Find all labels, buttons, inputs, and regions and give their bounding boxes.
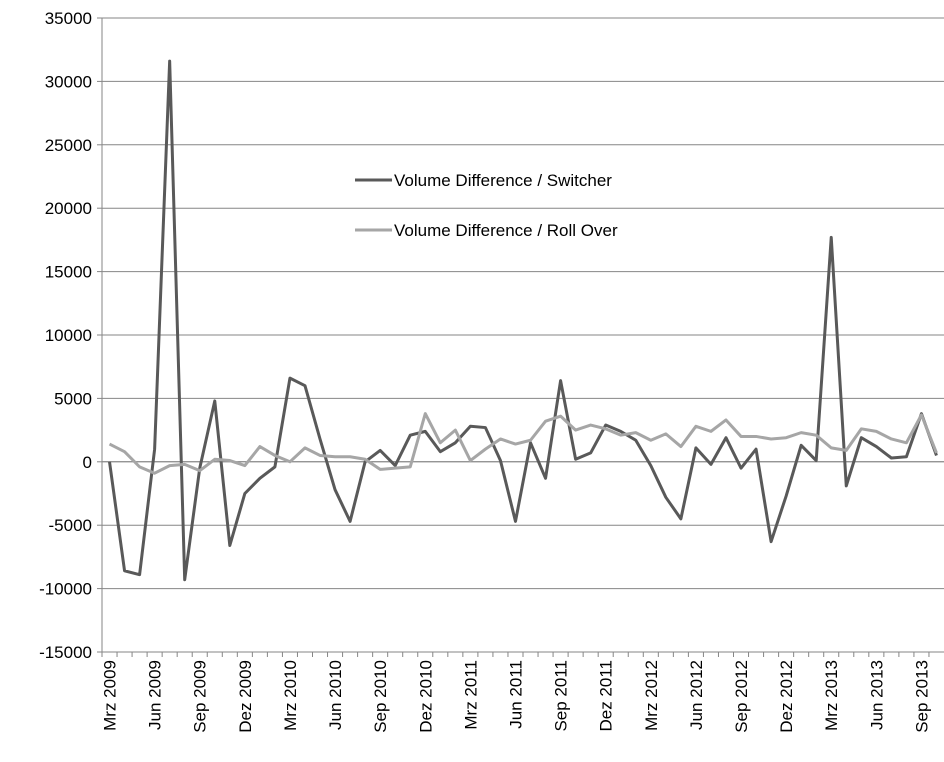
y-tick-label: 5000 [54,389,92,408]
x-tick-label: Mrz 2012 [642,660,661,731]
x-tick-label: Sep 2010 [371,660,390,733]
x-tick-label: Sep 2009 [191,660,210,733]
y-tick-label: 20000 [45,199,92,218]
x-tick-label: Sep 2013 [912,660,931,733]
x-tick-label: Jun 2009 [146,660,165,730]
x-tick-label: Mrz 2013 [822,660,841,731]
y-tick-label: 25000 [45,136,92,155]
y-tick-label: 0 [83,453,92,472]
x-tick-label: Mrz 2010 [281,660,300,731]
x-tick-label: Dez 2009 [236,660,255,733]
x-tick-label: Dez 2011 [597,660,616,732]
y-tick-label: -15000 [39,643,92,662]
x-tick-label: Mrz 2009 [101,660,120,731]
line-series [108,59,938,582]
x-tick-label: Dez 2012 [777,660,796,733]
y-tick-label: -10000 [39,580,92,599]
line-series [108,412,938,475]
x-tick-label: Jun 2011 [506,660,525,729]
x-tick-label: Sep 2011 [552,660,571,732]
y-tick-label: 35000 [45,9,92,28]
legend-label: Volume Difference / Switcher [394,171,612,190]
x-tick-label: Sep 2012 [732,660,751,733]
y-tick-label: 30000 [45,72,92,91]
y-tick-label: 15000 [45,263,92,282]
x-tick-label: Dez 2010 [416,660,435,733]
x-tick-label: Mrz 2011 [461,660,480,730]
x-tick-label: Jun 2010 [326,660,345,730]
x-tick-label: Jun 2013 [867,660,886,730]
x-tick-label: Jun 2012 [687,660,706,730]
y-tick-label: -5000 [49,516,92,535]
y-tick-label: 10000 [45,326,92,345]
legend-label: Volume Difference / Roll Over [394,221,618,240]
